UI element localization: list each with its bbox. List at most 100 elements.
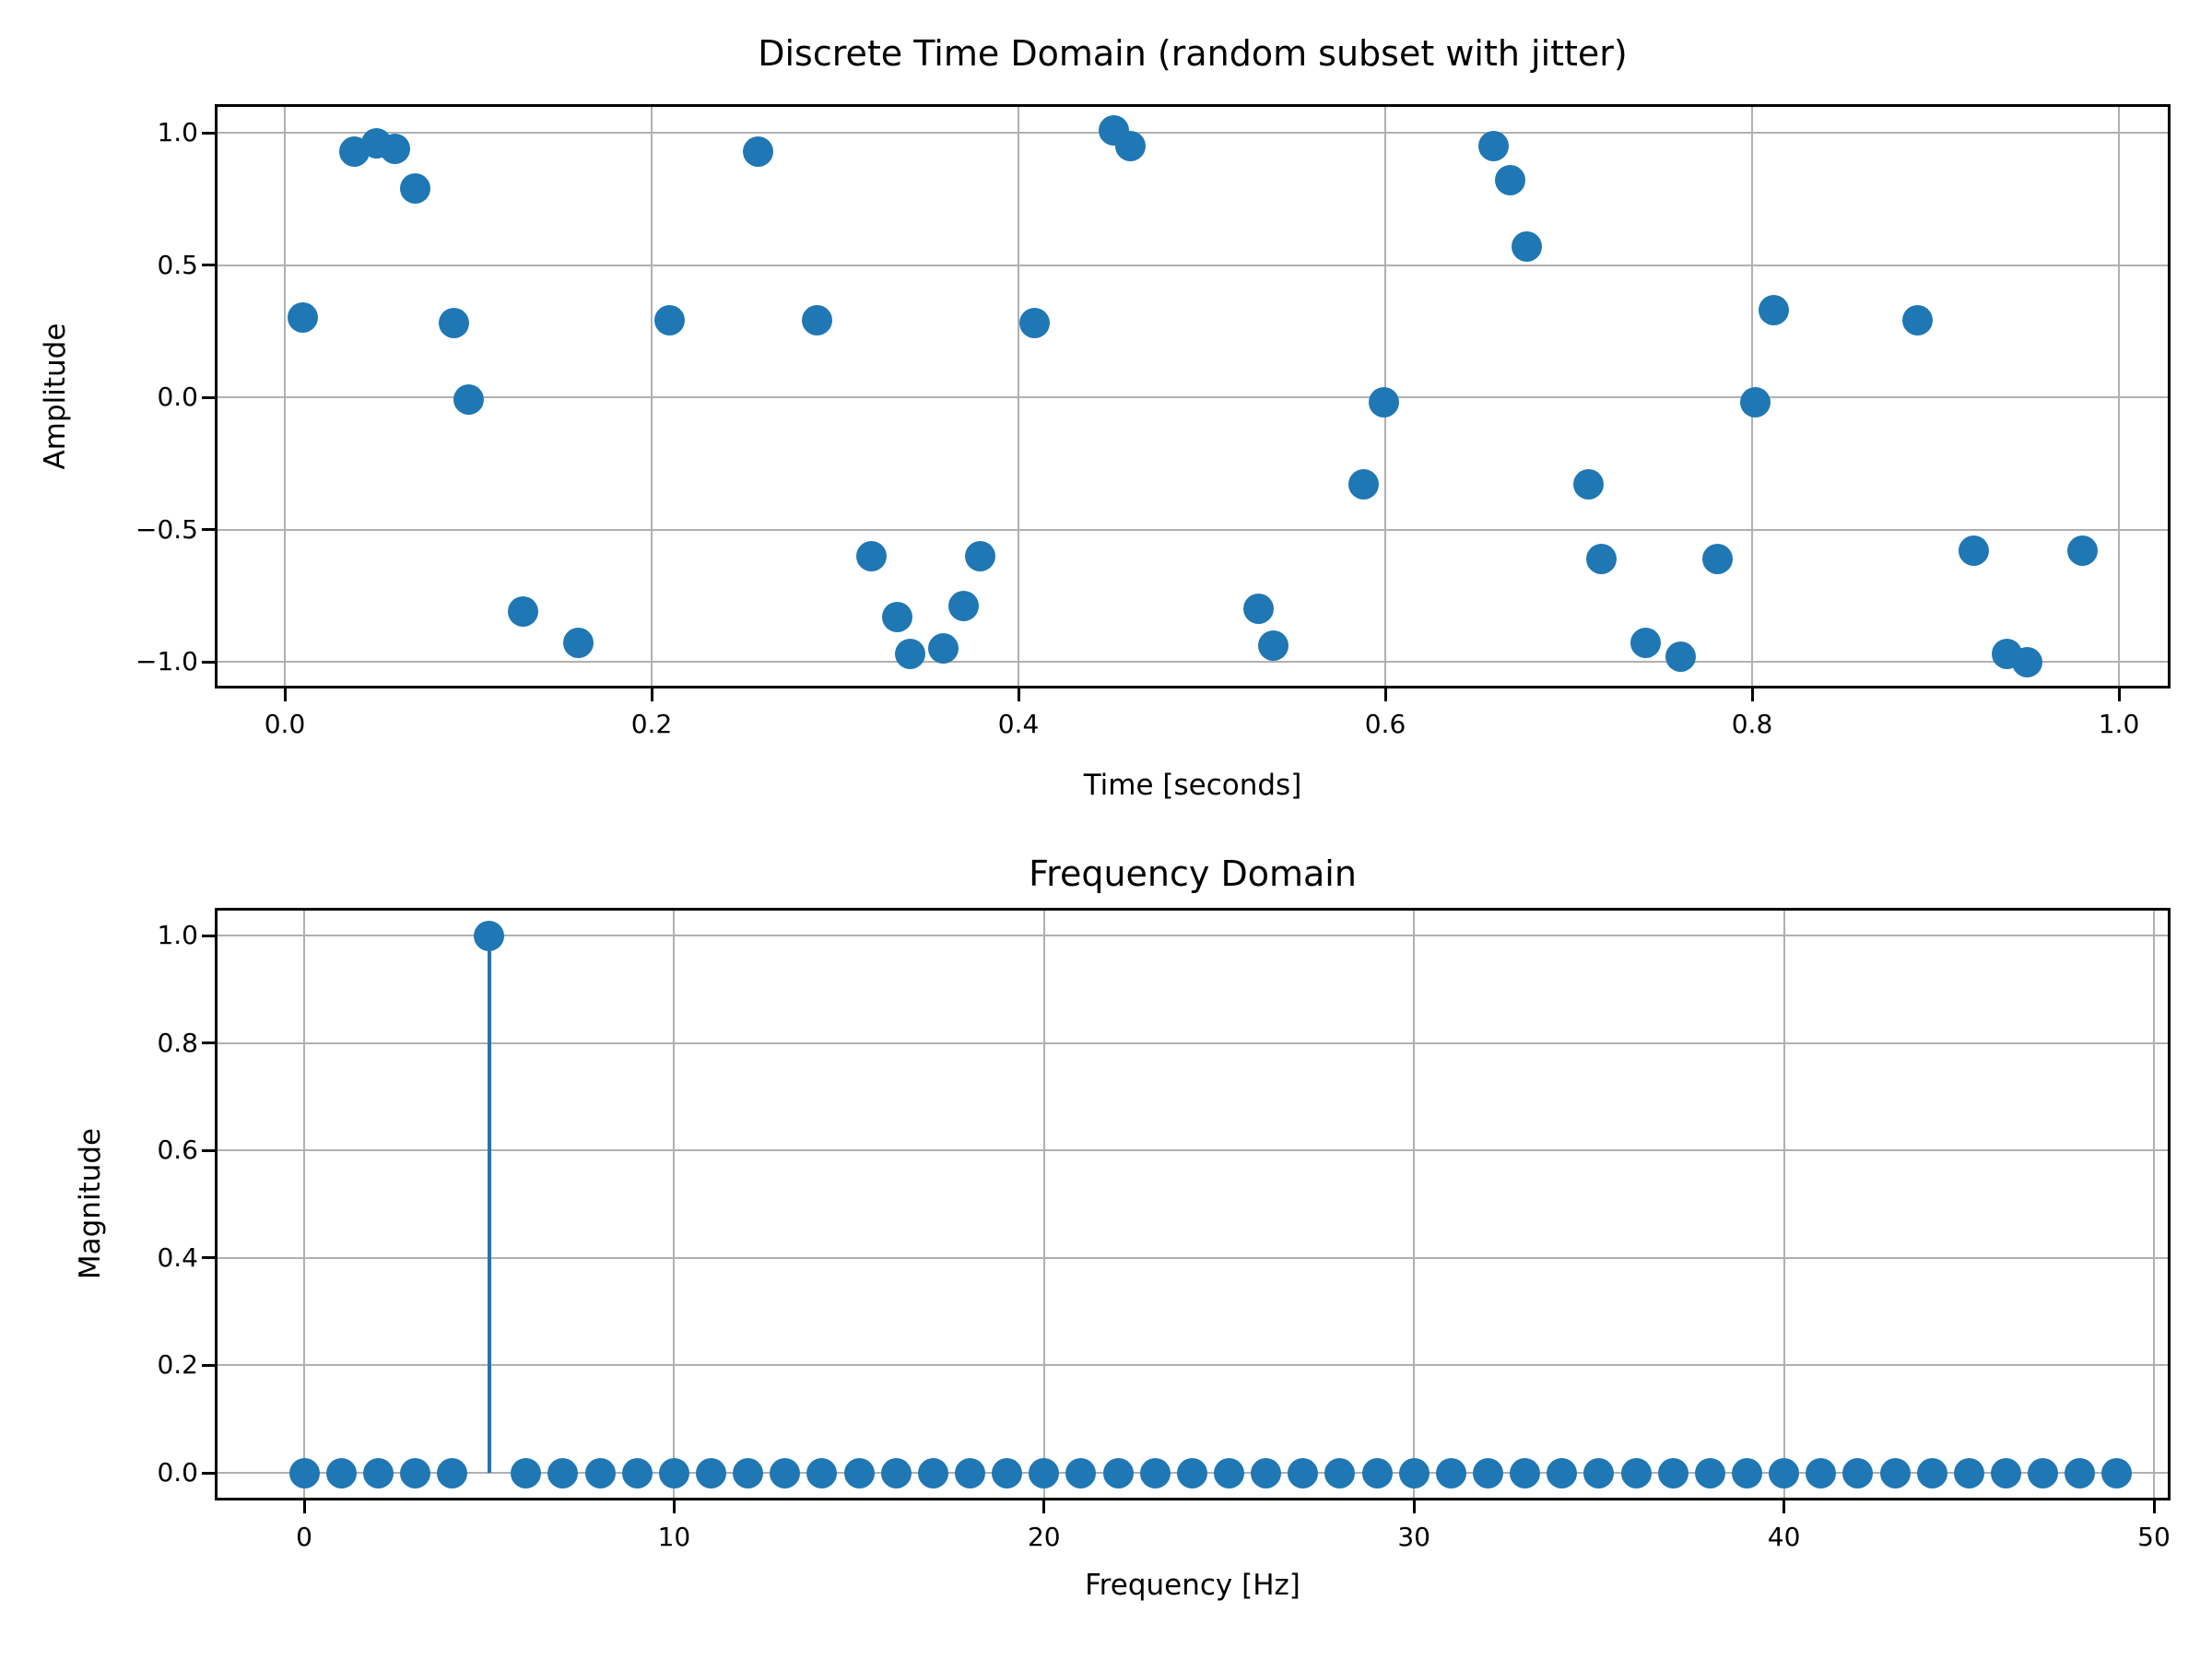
data-point [1347, 469, 1379, 500]
x-tick-mark [2152, 1500, 2156, 1513]
gridline-horizontal [218, 132, 2168, 134]
data-point [1019, 308, 1051, 339]
baseline-point [880, 1457, 912, 1488]
data-point [1494, 165, 1525, 196]
baseline-point [1842, 1457, 1874, 1488]
y-tick-mark [202, 1256, 215, 1260]
x-tick-mark [1750, 688, 1754, 701]
baseline-point [1916, 1457, 1947, 1488]
data-point [1511, 230, 1542, 262]
x-tick-label: 0 [296, 1522, 312, 1552]
data-point [882, 601, 913, 632]
gridline-vertical [1783, 911, 1785, 1498]
data-point [1586, 543, 1618, 574]
baseline-point [992, 1457, 1023, 1488]
baseline-point [1029, 1457, 1060, 1488]
x-tick-mark [1383, 688, 1387, 701]
data-point [1959, 535, 1990, 566]
y-tick-label: 0.8 [157, 1027, 198, 1058]
gridline-horizontal [218, 1364, 2168, 1367]
data-point [742, 135, 773, 167]
x-tick-mark [1042, 1500, 1046, 1513]
x-tick-mark [1783, 1500, 1786, 1513]
baseline-point [1583, 1457, 1615, 1488]
x-tick-label: 0.8 [1731, 709, 1773, 739]
y-tick-label: −1.0 [135, 646, 198, 677]
baseline-point [1694, 1457, 1725, 1488]
gridline-vertical [303, 911, 305, 1498]
baseline-point [1620, 1457, 1652, 1488]
y-tick-label: 1.0 [157, 920, 198, 950]
data-point [856, 540, 888, 571]
gridline-horizontal [218, 528, 2168, 531]
baseline-point [1435, 1457, 1466, 1488]
baseline-point [1472, 1457, 1503, 1488]
data-point [1368, 387, 1399, 418]
stem-line [487, 935, 491, 1473]
baseline-point [2101, 1457, 2133, 1488]
x-tick-mark [672, 1500, 676, 1513]
gridline-horizontal [218, 1149, 2168, 1152]
time-domain-xlabel: Time [seconds] [1083, 769, 1302, 802]
gridline-vertical [1413, 911, 1416, 1498]
data-point [927, 633, 959, 665]
frequency-domain-axes [215, 908, 2171, 1500]
x-tick-label: 50 [2137, 1522, 2171, 1552]
baseline-point [2065, 1457, 2096, 1488]
data-point [2066, 535, 2098, 566]
baseline-point [1879, 1457, 1911, 1488]
x-tick-label: 0.0 [264, 709, 306, 739]
data-point [1740, 387, 1771, 418]
baseline-point [1139, 1457, 1171, 1488]
data-point [947, 591, 979, 622]
baseline-point [1657, 1457, 1688, 1488]
data-point [895, 638, 926, 669]
x-tick-label: 40 [1767, 1522, 1801, 1552]
gridline-horizontal [218, 935, 2168, 936]
y-tick-mark [202, 934, 215, 937]
data-point [1630, 628, 1662, 659]
data-point [1759, 294, 1790, 325]
baseline-point [770, 1457, 801, 1488]
baseline-point [399, 1457, 430, 1488]
baseline-point [511, 1457, 542, 1488]
baseline-point [1214, 1457, 1244, 1488]
x-tick-mark [1017, 688, 1020, 701]
y-tick-label: 0.2 [157, 1349, 198, 1381]
baseline-point [1102, 1457, 1134, 1488]
frequency-domain-title: Frequency Domain [1029, 853, 1357, 894]
y-tick-label: 0.5 [157, 249, 198, 280]
x-tick-label: 0.4 [997, 709, 1040, 739]
y-tick-mark [202, 1471, 215, 1475]
frequency-domain-xlabel: Frequency [Hz] [1085, 1569, 1300, 1602]
baseline-point [1547, 1457, 1578, 1488]
baseline-point [1065, 1457, 1097, 1488]
baseline-point [955, 1457, 986, 1488]
data-point [1901, 305, 1933, 336]
data-point [379, 133, 410, 164]
data-point [1114, 130, 1146, 161]
baseline-point [696, 1457, 727, 1488]
y-tick-mark [202, 395, 215, 399]
time-domain-title: Discrete Time Domain (random subset with… [758, 33, 1628, 74]
data-point [2012, 646, 2042, 677]
y-tick-mark [202, 660, 215, 664]
baseline-point [843, 1457, 875, 1488]
data-point [654, 305, 686, 336]
x-tick-mark [650, 688, 653, 701]
y-tick-mark [202, 131, 215, 135]
data-point [801, 305, 832, 336]
y-tick-label: 0.6 [157, 1135, 198, 1166]
baseline-point [1361, 1457, 1393, 1488]
x-tick-mark [2117, 688, 2121, 701]
baseline-point [621, 1457, 653, 1488]
baseline-point [362, 1457, 394, 1488]
data-point [1258, 630, 1289, 662]
data-point [399, 172, 430, 204]
baseline-point [1990, 1457, 2021, 1488]
y-tick-mark [202, 264, 215, 266]
baseline-point [2028, 1457, 2059, 1488]
x-tick-label: 1.0 [2098, 709, 2140, 739]
gridline-vertical [673, 911, 676, 1498]
baseline-point [1324, 1457, 1356, 1488]
